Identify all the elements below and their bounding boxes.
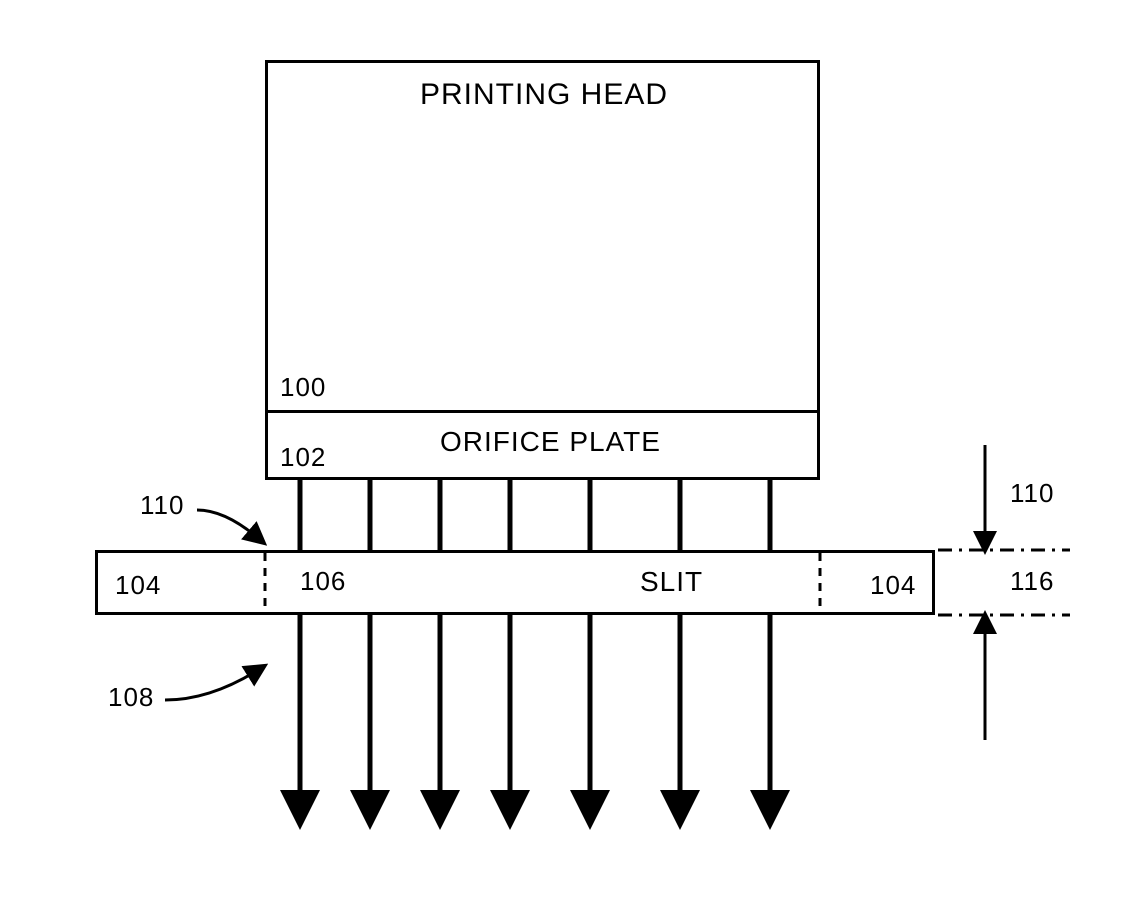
orifice-plate-title: ORIFICE PLATE <box>440 426 661 458</box>
ref-102: 102 <box>280 442 326 473</box>
callout-108-arrow <box>165 670 258 700</box>
slit-bar-box <box>95 550 935 615</box>
ref-110-right: 110 <box>1010 478 1054 509</box>
ref-104-left: 104 <box>115 570 161 601</box>
ref-110-left: 110 <box>140 490 184 521</box>
long-jets <box>300 615 770 810</box>
callout-110-left-arrow <box>197 510 258 538</box>
printing-head-title: PRINTING HEAD <box>420 78 668 112</box>
ref-108: 108 <box>108 682 154 713</box>
ref-100: 100 <box>280 372 326 403</box>
diagram-canvas: PRINTING HEAD 100 ORIFICE PLATE 102 104 … <box>0 0 1148 909</box>
printing-head-box <box>265 60 820 410</box>
ref-116: 116 <box>1010 566 1054 597</box>
short-jets <box>300 480 770 550</box>
ref-104-right: 104 <box>870 570 916 601</box>
slit-label: SLIT <box>640 566 703 598</box>
ref-106: 106 <box>300 566 346 597</box>
